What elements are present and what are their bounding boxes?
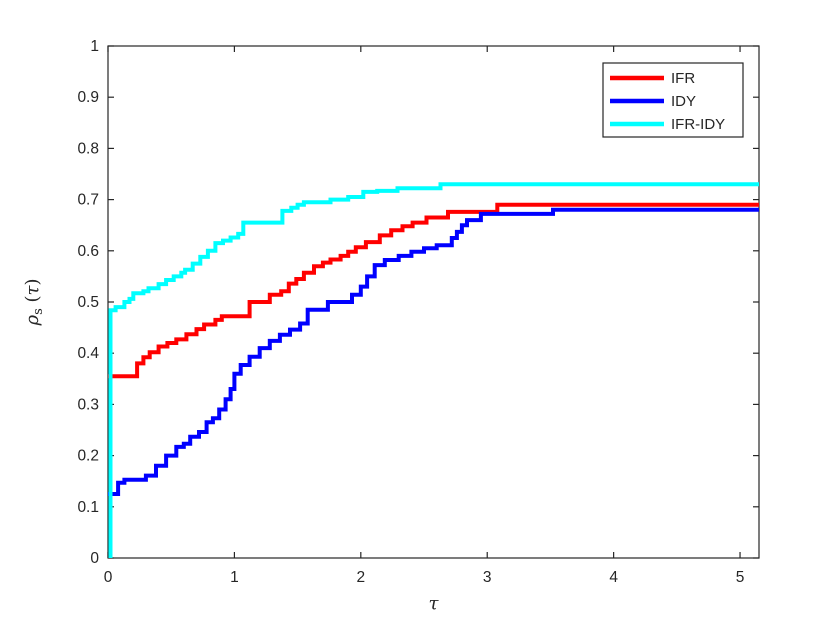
- y-tick-label: 1: [90, 38, 99, 55]
- y-tick-label: 0.9: [77, 89, 99, 106]
- legend: IFR IDY IFR-IDY: [602, 62, 744, 138]
- y-tick-label: 0.2: [77, 448, 99, 465]
- y-tick-label: 0.3: [77, 396, 99, 413]
- x-axis-label: τ: [429, 593, 440, 614]
- y-tick-label: 0.6: [77, 243, 99, 260]
- y-tick-label: 0.4: [77, 345, 99, 362]
- x-tick-label: 0: [104, 569, 113, 586]
- legend-label-IFR: IFR: [671, 70, 695, 87]
- x-tick-label: 3: [483, 569, 492, 586]
- legend-label-IFR-IDY: IFR-IDY: [671, 116, 725, 133]
- y-tick-label: 0.1: [77, 499, 99, 516]
- legend-label-IDY: IDY: [671, 93, 696, 110]
- series-IFR-IDY-line: [108, 182, 759, 558]
- y-axis-label: ρs (τ): [22, 278, 46, 326]
- x-tick-label: 1: [230, 569, 239, 586]
- y-tick-label: 0: [90, 550, 99, 567]
- x-tick-label: 2: [357, 569, 366, 586]
- series-IFR-line: [108, 202, 759, 379]
- x-tick-label: 5: [736, 569, 745, 586]
- y-tick-label: 0.7: [77, 192, 99, 209]
- x-tick-label: 4: [609, 569, 618, 586]
- y-tick-label: 0.5: [77, 294, 99, 311]
- series-IDY-line: [108, 207, 759, 496]
- y-tick-label: 0.8: [77, 140, 99, 157]
